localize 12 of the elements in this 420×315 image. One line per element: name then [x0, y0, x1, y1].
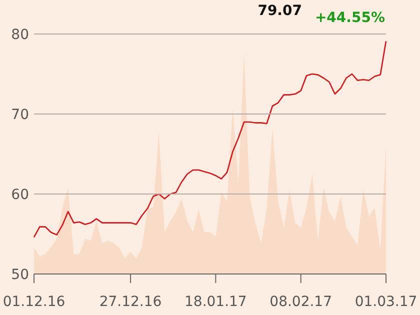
y-tick-label: 70 [11, 106, 29, 123]
text: 79.07 [258, 3, 302, 19]
x-tick-label: 08.02.17 [270, 294, 332, 310]
x-tick-label: 01.12.16 [2, 294, 66, 310]
x-tick-label: 01.03.17 [354, 294, 418, 310]
x-tick-label: 27.12.16 [99, 294, 162, 310]
y-tick-label: 60 [11, 186, 29, 203]
y-tick-label: 50 [11, 266, 29, 283]
line-series [33, 40, 387, 238]
x-tick-label: 18.01.17 [184, 294, 247, 310]
y-tick-label: 80 [11, 26, 29, 43]
text: +44.55% [314, 10, 385, 26]
